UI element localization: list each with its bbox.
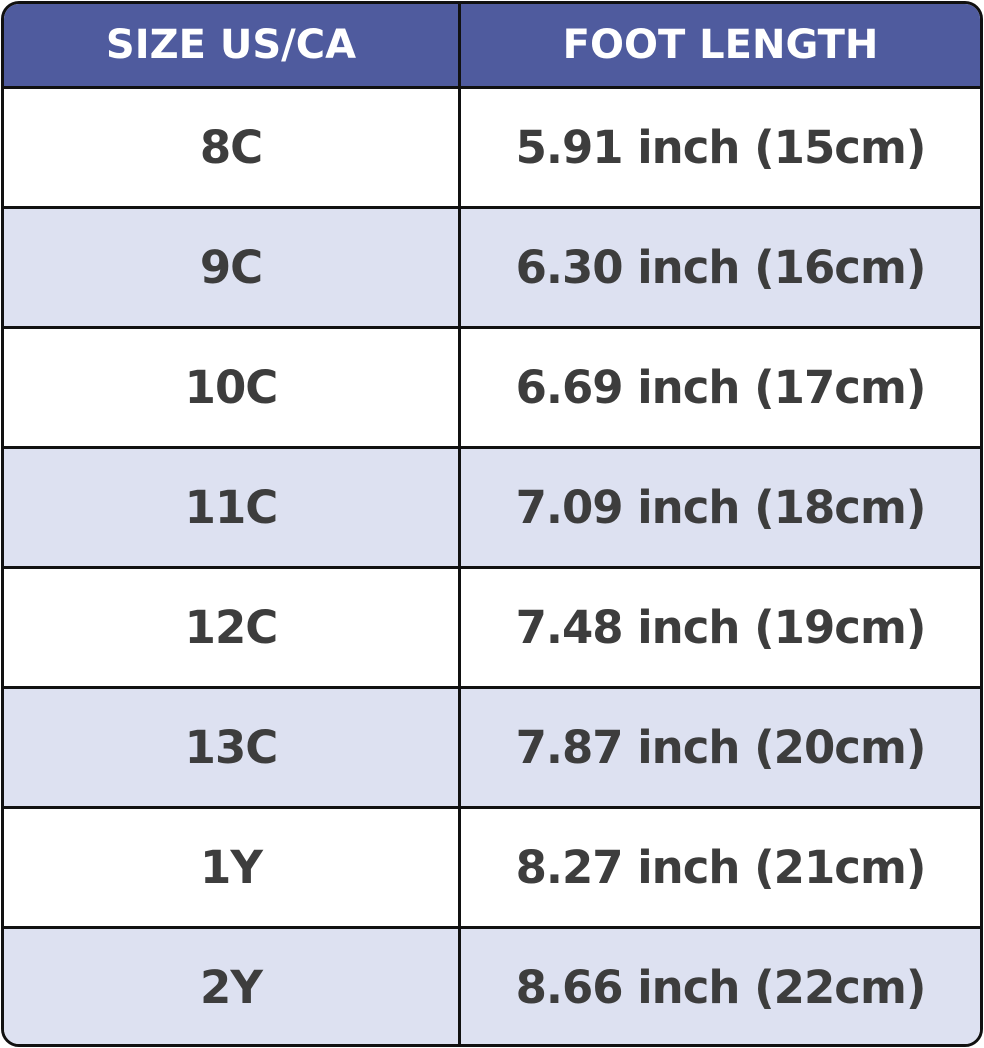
size-cell: 8C	[4, 89, 461, 206]
table-header: SIZE US/CA FOOT LENGTH	[4, 4, 980, 86]
length-cell: 8.66 inch (22cm)	[515, 961, 927, 1014]
length-cell: 7.09 inch (18cm)	[515, 481, 927, 534]
table-row: 9C 6.30 inch (16cm)	[4, 206, 980, 326]
size-cell: 9C	[4, 209, 461, 326]
table-row: 1Y 8.27 inch (21cm)	[4, 806, 980, 926]
table-row: 2Y 8.66 inch (22cm)	[4, 926, 980, 1044]
length-cell: 5.91 inch (15cm)	[515, 121, 927, 174]
table-row: 10C 6.69 inch (17cm)	[4, 326, 980, 446]
length-cell: 7.48 inch (19cm)	[515, 601, 927, 654]
length-cell: 6.69 inch (17cm)	[515, 361, 927, 414]
header-foot-length: FOOT LENGTH	[562, 22, 879, 68]
size-cell: 10C	[4, 329, 461, 446]
header-size: SIZE US/CA	[4, 4, 461, 86]
size-cell: 11C	[4, 449, 461, 566]
size-cell: 1Y	[4, 809, 461, 926]
size-cell: 13C	[4, 689, 461, 806]
size-cell: 12C	[4, 569, 461, 686]
table-row: 12C 7.48 inch (19cm)	[4, 566, 980, 686]
length-cell: 7.87 inch (20cm)	[515, 721, 927, 774]
table-row: 8C 5.91 inch (15cm)	[4, 86, 980, 206]
length-cell: 8.27 inch (21cm)	[515, 841, 927, 894]
table-row: 11C 7.09 inch (18cm)	[4, 446, 980, 566]
length-cell: 6.30 inch (16cm)	[515, 241, 927, 294]
table-row: 13C 7.87 inch (20cm)	[4, 686, 980, 806]
size-cell: 2Y	[4, 929, 461, 1044]
